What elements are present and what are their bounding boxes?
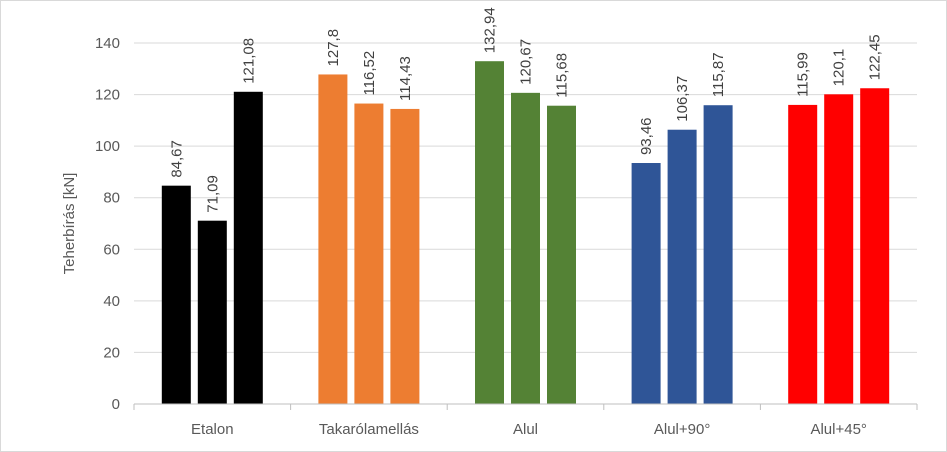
y-tick-label: 20 xyxy=(103,344,120,361)
data-label: 116,52 xyxy=(361,51,378,96)
data-label: 84,67 xyxy=(168,140,185,178)
bar xyxy=(475,61,504,405)
data-label: 114,43 xyxy=(397,56,414,101)
data-label: 127,8 xyxy=(325,29,342,67)
bar xyxy=(318,74,348,405)
data-label: 115,99 xyxy=(795,52,812,97)
bar xyxy=(788,104,818,404)
category-label: Takarólamellás xyxy=(319,421,419,438)
y-tick-label: 40 xyxy=(103,293,120,310)
data-label: 121,08 xyxy=(240,38,257,84)
x-axis-ticks xyxy=(133,404,918,410)
bar xyxy=(390,108,420,404)
data-label: 132,94 xyxy=(482,7,499,53)
y-tick-label: 100 xyxy=(95,138,120,155)
bar xyxy=(860,88,890,404)
y-axis-ticks: 0 20 40 60 80 100 120 140 xyxy=(95,35,120,413)
category-labels: Etalon Takarólamellás Alul Alul+90° Alul+45° xyxy=(191,421,867,438)
y-tick-label: 60 xyxy=(103,241,120,258)
bar xyxy=(703,105,733,404)
data-label: 120,67 xyxy=(518,39,535,85)
bar xyxy=(824,94,854,404)
y-tick-label: 0 xyxy=(112,396,120,413)
bar xyxy=(547,105,576,405)
y-axis-title: Teherbírás [kN] xyxy=(61,173,78,275)
category-label: Etalon xyxy=(191,421,234,438)
data-label: 71,09 xyxy=(204,175,221,213)
y-tick-label: 120 xyxy=(95,87,120,104)
category-label: Alul xyxy=(513,421,538,438)
data-labels: 84,67 71,09 121,08 127,8 116,52 114,43 132,94 1… xyxy=(168,7,883,212)
y-tick-label: 80 xyxy=(103,190,120,207)
bar xyxy=(233,91,263,405)
bar xyxy=(511,92,540,405)
y-tick-label: 140 xyxy=(95,35,120,52)
data-label: 115,87 xyxy=(710,52,727,97)
data-label: 115,68 xyxy=(554,53,571,98)
category-label: Alul+45° xyxy=(810,421,866,438)
data-label: 106,37 xyxy=(674,76,691,122)
data-label: 122,45 xyxy=(867,34,884,80)
bar xyxy=(354,103,384,404)
bars xyxy=(161,61,890,405)
bar xyxy=(161,185,191,404)
bar xyxy=(667,129,697,405)
data-label: 120,1 xyxy=(831,49,848,87)
category-label: Alul+90° xyxy=(654,421,710,438)
data-label: 93,46 xyxy=(638,117,655,155)
bar xyxy=(631,163,661,404)
bar xyxy=(197,220,227,404)
